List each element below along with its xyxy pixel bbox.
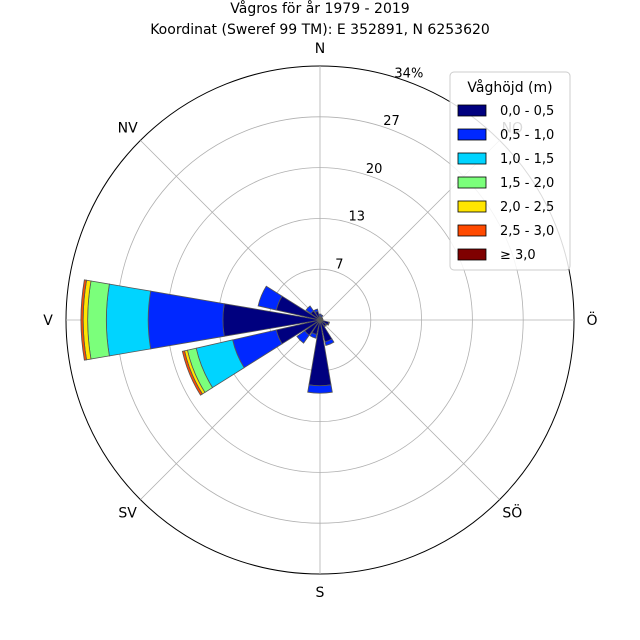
legend-swatch bbox=[457, 104, 487, 117]
radial-tick-label: 7 bbox=[335, 257, 343, 272]
legend-swatch bbox=[457, 224, 487, 237]
direction-label: SÖ bbox=[502, 503, 522, 521]
direction-label: V bbox=[43, 313, 53, 329]
radial-tick-label: 13 bbox=[348, 210, 365, 225]
bar-segment bbox=[147, 290, 225, 350]
direction-label: S bbox=[316, 585, 325, 601]
direction-label: SV bbox=[118, 505, 137, 521]
grid-spoke bbox=[140, 319, 321, 500]
bar-segment bbox=[305, 305, 315, 315]
bar-segment bbox=[313, 308, 319, 313]
legend: Våghöjd (m) 0,0 - 0,5 0,5 - 1,0 1,0 - 1,5 1… bbox=[449, 71, 571, 271]
radial-tick-label: 20 bbox=[366, 162, 383, 177]
legend-swatch bbox=[457, 248, 487, 261]
bars bbox=[80, 279, 335, 396]
radial-tick-labels: 7 13 20 27 34% bbox=[335, 66, 423, 272]
bar-segment bbox=[309, 332, 318, 339]
legend-label: 2,5 - 3,0 bbox=[500, 224, 554, 239]
bar-segment bbox=[257, 285, 283, 311]
legend-title: Våghöjd (m) bbox=[467, 79, 552, 96]
chart-subtitle: Koordinat (Sweref 99 TM): E 352891, N 62… bbox=[150, 22, 490, 38]
chart-title: Vågros för år 1979 - 2019 bbox=[230, 0, 409, 17]
grid-spoke bbox=[319, 319, 500, 500]
direction-label: N bbox=[315, 41, 325, 57]
bar-segment bbox=[318, 313, 322, 317]
bar-segment bbox=[296, 330, 310, 344]
legend-swatch bbox=[457, 176, 487, 189]
bar-segment bbox=[80, 279, 88, 361]
bar-segment bbox=[320, 314, 324, 319]
legend-swatch bbox=[457, 128, 487, 141]
direction-label: Ö bbox=[586, 311, 597, 329]
legend-label: 1,5 - 2,0 bbox=[500, 176, 554, 191]
legend-swatch bbox=[457, 152, 487, 165]
radial-tick-label: 27 bbox=[383, 114, 400, 129]
bar-segment bbox=[324, 338, 335, 346]
direction-label: NV bbox=[118, 121, 138, 137]
legend-swatch bbox=[457, 200, 487, 213]
bar-segment bbox=[307, 384, 333, 394]
bar-segment bbox=[105, 283, 152, 357]
bar-segment bbox=[87, 280, 110, 360]
legend-label: 2,0 - 2,5 bbox=[500, 200, 554, 215]
grid-spoke bbox=[140, 140, 321, 321]
bar-segment bbox=[323, 323, 328, 328]
legend-frame bbox=[449, 71, 571, 271]
radial-tick-label: 34% bbox=[394, 66, 423, 81]
legend-label: 1,0 - 1,5 bbox=[500, 152, 554, 167]
legend-label: 0,0 - 0,5 bbox=[500, 104, 554, 119]
legend-label: 0,5 - 1,0 bbox=[500, 128, 554, 143]
bar-segment bbox=[327, 321, 330, 326]
legend-label: ≥ 3,0 bbox=[500, 248, 536, 263]
bar-segment bbox=[181, 350, 203, 396]
